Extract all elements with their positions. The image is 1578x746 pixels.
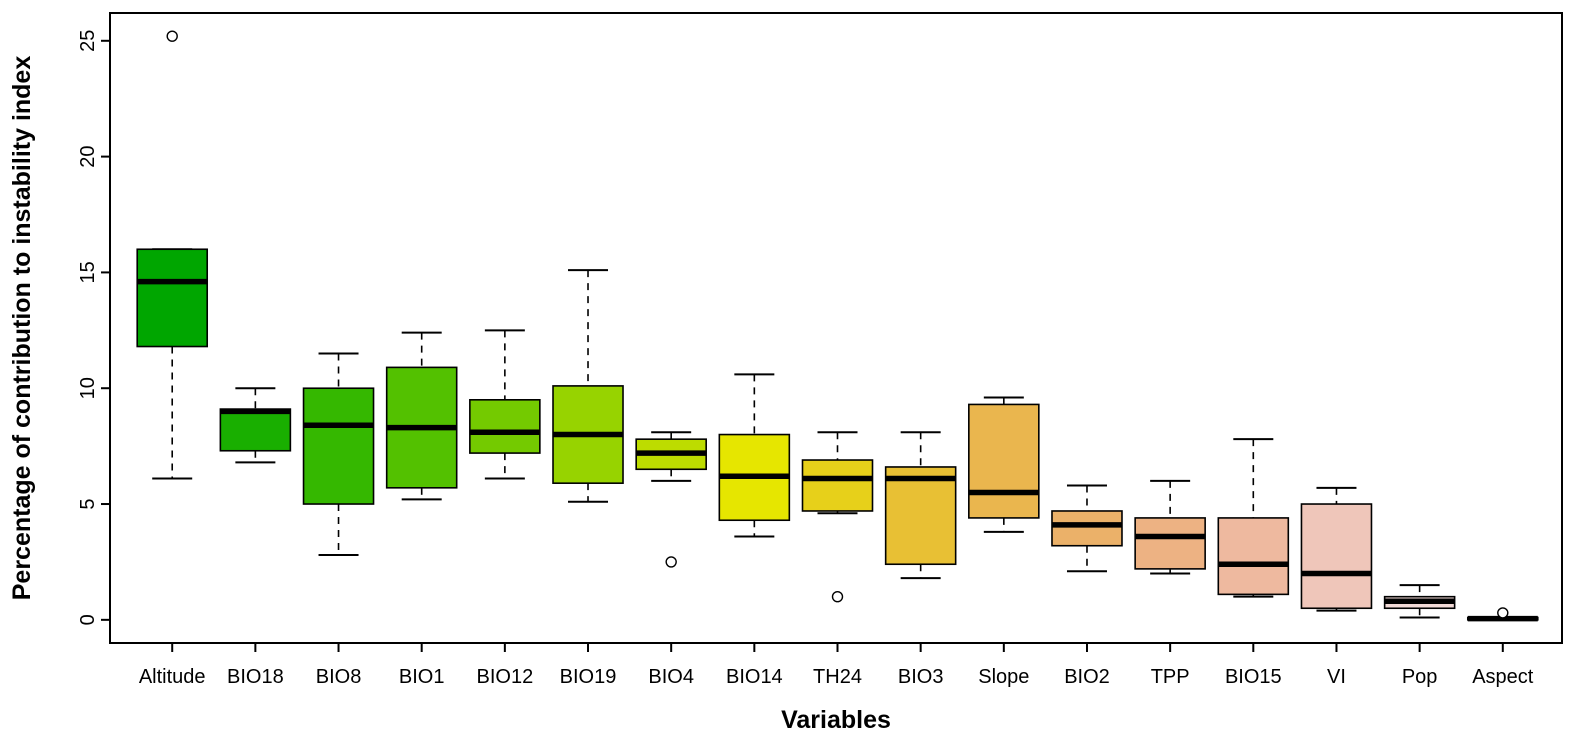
box-th24 [801, 459, 874, 512]
x-tick-label-bio12: BIO12 [477, 666, 534, 688]
box-altitude [136, 248, 209, 348]
x-tick-label-tpp: TPP [1151, 666, 1190, 688]
x-tick-label-altitude: Altitude [139, 666, 206, 688]
plot-border [109, 12, 1563, 644]
x-tick-label-th24: TH24 [813, 666, 862, 688]
box-bio12 [469, 399, 541, 454]
x-tick-label-bio3: BIO3 [898, 666, 944, 688]
box-bio3 [884, 466, 957, 566]
x-tick-label-pop: Pop [1402, 666, 1438, 688]
y-tick-label: 5 [77, 498, 99, 509]
box-bio15 [1217, 517, 1290, 596]
x-tick-label-bio14: BIO14 [726, 666, 783, 688]
y-axis-title: Percentage of contribution to instabilit… [8, 56, 36, 601]
y-tick-label: 0 [77, 614, 99, 625]
outlier-aspect [1497, 607, 1509, 619]
x-axis-title: Variables [781, 706, 891, 734]
box-tpp [1134, 517, 1206, 570]
x-tick-label-bio1: BIO1 [399, 666, 445, 688]
outlier-bio4 [665, 556, 677, 568]
box-bio8 [302, 387, 375, 505]
box-bio18 [219, 408, 292, 452]
y-tick-label: 20 [77, 145, 99, 167]
outlier-altitude [166, 30, 178, 42]
x-tick-label-bio19: BIO19 [560, 666, 617, 688]
x-tick-label-bio15: BIO15 [1225, 666, 1282, 688]
x-tick-label-bio4: BIO4 [648, 666, 694, 688]
x-tick-label-bio2: BIO2 [1064, 666, 1110, 688]
x-tick-label-bio18: BIO18 [227, 666, 284, 688]
x-tick-label-bio8: BIO8 [316, 666, 362, 688]
box-slope [968, 403, 1040, 519]
x-tick-label-vi: VI [1327, 666, 1346, 688]
y-tick-label: 10 [77, 377, 99, 399]
box-bio2 [1051, 510, 1123, 547]
box-vi [1300, 503, 1373, 610]
outlier-th24 [831, 590, 844, 603]
y-tick-label: 15 [77, 261, 99, 283]
x-tick-label-slope: Slope [978, 666, 1029, 688]
x-tick-label-aspect: Aspect [1472, 666, 1534, 688]
y-tick-label: 25 [77, 30, 99, 52]
